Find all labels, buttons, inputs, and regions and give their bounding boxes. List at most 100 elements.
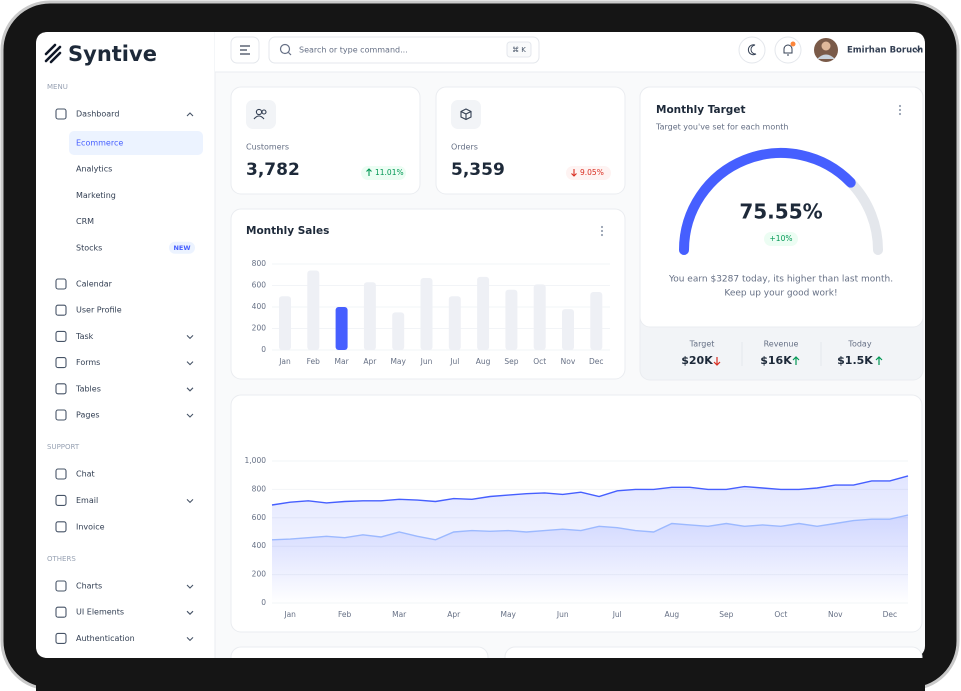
y-tick-label: 600 [252, 513, 267, 522]
section-label: MENU [47, 83, 68, 91]
nav-item[interactable]: Email [76, 496, 98, 505]
stat-value: $20K [681, 354, 713, 367]
target-message: Keep up your good work! [724, 289, 837, 299]
bar [562, 309, 574, 350]
change-value: +10% [770, 234, 793, 243]
y-tick-label: 400 [252, 302, 267, 311]
chevron [186, 112, 194, 117]
y-tick-label: 400 [252, 541, 267, 550]
y-tick-label: 800 [252, 484, 267, 493]
line [271, 475, 909, 506]
chevron [186, 499, 194, 504]
bar [335, 307, 348, 350]
logo-icon [44, 43, 62, 64]
gauge-label: 75.55% [739, 200, 822, 224]
chevron [186, 335, 194, 340]
y-tick-label: 800 [252, 259, 267, 268]
stat-value: $1.5K [837, 354, 873, 367]
nav-item[interactable]: Dashboard [76, 110, 119, 119]
change-badge [361, 166, 406, 180]
bar [448, 296, 461, 350]
y-tick-label: 200 [252, 324, 267, 333]
metric-label: Orders [451, 143, 478, 152]
nav-icon [55, 383, 67, 395]
sub-nav-item[interactable]: Analytics [76, 165, 112, 174]
chart-title: Monthly Target [656, 104, 745, 116]
chevron [186, 413, 194, 418]
bar [307, 270, 320, 350]
nav-item[interactable]: UI Elements [76, 608, 124, 617]
nav-item[interactable]: Charts [76, 582, 102, 591]
metric-value: 3,782 [246, 160, 300, 180]
search-icon [279, 43, 291, 55]
nav-item[interactable]: Authentication [76, 634, 135, 643]
chevron [186, 361, 194, 366]
notifications[interactable] [774, 36, 802, 64]
x-tick-label: Apr [363, 357, 377, 366]
sidebar [36, 32, 215, 658]
x-tick-label: Nov [828, 610, 843, 619]
target-message: You earn $3287 today, its higher than la… [668, 275, 893, 285]
sub-nav-item[interactable]: CRM [76, 217, 94, 226]
bar [363, 282, 376, 350]
badge [169, 241, 195, 254]
nav-item[interactable]: Task [75, 332, 94, 341]
line [271, 514, 909, 541]
x-tick-label: Aug [664, 610, 679, 619]
nav-item[interactable]: Forms [76, 358, 100, 367]
x-tick-label: Nov [561, 357, 576, 366]
y-tick-label: 1,000 [245, 456, 267, 465]
stat-value: $16K [760, 354, 792, 367]
active-item [69, 131, 203, 155]
x-tick-label: Oct [774, 610, 787, 619]
metric-value: 5,359 [451, 160, 505, 180]
area [272, 515, 908, 603]
section-label: SUPPORT [47, 443, 80, 451]
nav-icon [55, 494, 67, 506]
bar [392, 312, 405, 350]
nav-item[interactable]: User Profile [76, 306, 122, 315]
sub-nav-item[interactable]: Marketing [76, 191, 116, 200]
metric-label: Customers [246, 143, 289, 152]
stat-arrow [792, 356, 800, 365]
search-box[interactable] [268, 36, 540, 64]
x-tick-label: May [500, 610, 516, 619]
target-card-inner [639, 86, 924, 328]
x-tick-label: Apr [447, 610, 461, 619]
theme-toggle[interactable] [738, 36, 766, 64]
nav-item[interactable]: Tables [75, 384, 101, 393]
sub-nav-item[interactable]: Stocks [76, 243, 102, 252]
section-label: OTHERS [47, 555, 76, 563]
more-menu[interactable] [600, 225, 604, 237]
bar [279, 296, 291, 350]
chevron [186, 637, 194, 642]
stat-label: Today [847, 340, 871, 349]
user-name[interactable]: Emirhan Boruch [847, 46, 923, 56]
bar [533, 284, 546, 350]
nav-icon [55, 468, 67, 480]
sub-nav-item[interactable]: Ecommerce [76, 139, 123, 148]
nav-icon [55, 108, 67, 120]
nav-icon [55, 330, 67, 342]
more-menu[interactable] [898, 104, 902, 116]
customers-icon [253, 108, 267, 120]
nav-item[interactable]: Chat [76, 470, 95, 479]
shortcut: ⌘ K [512, 46, 526, 54]
chevron [186, 610, 194, 615]
change-arrow [366, 168, 372, 176]
change-value: 9.05% [580, 168, 604, 177]
nav-item[interactable]: Pages [76, 411, 100, 420]
nav-icon [55, 606, 67, 618]
chevron [186, 387, 194, 392]
menu-icon [240, 45, 250, 55]
avatar-face [821, 41, 831, 51]
change-badge [566, 166, 611, 180]
moon-icon [747, 44, 757, 56]
chart-title: Monthly Sales [246, 225, 329, 237]
nav-item[interactable]: Calendar [76, 280, 113, 289]
nav-icon [55, 632, 67, 644]
x-tick-label: Oct [533, 357, 546, 366]
nav-item[interactable]: Invoice [76, 522, 105, 531]
device-bezel [36, 658, 925, 691]
